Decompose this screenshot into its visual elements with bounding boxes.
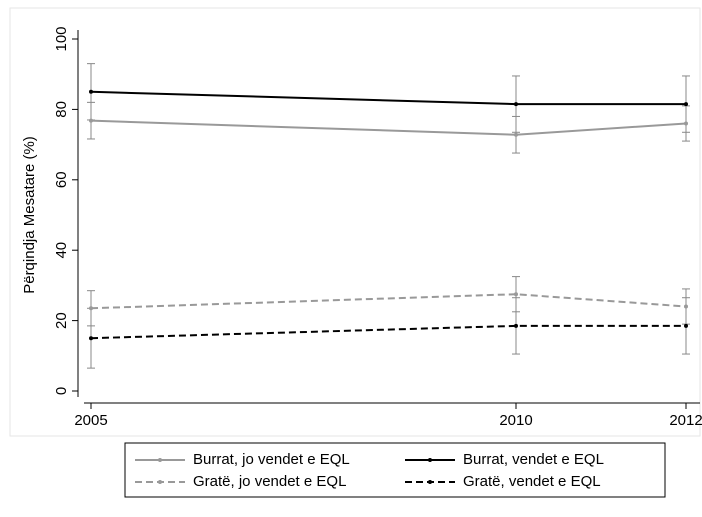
x-tick-label: 2012	[669, 412, 702, 429]
point	[514, 292, 518, 297]
legend	[124, 442, 666, 498]
series-line	[90, 119, 687, 136]
point	[89, 306, 93, 311]
legend-label: Burrat, jo vendet e EQL	[193, 451, 350, 468]
legend-label: Burrat, vendet e EQL	[463, 451, 604, 468]
legend-marker	[428, 458, 432, 462]
point	[89, 89, 93, 94]
point	[514, 102, 518, 107]
y-tick-label: 80	[53, 101, 70, 118]
point	[89, 336, 93, 341]
y-tick-label: 40	[53, 242, 70, 259]
legend-label: Gratë, vendet e EQL	[463, 473, 601, 490]
legend-label: Gratë, jo vendet e EQL	[193, 473, 346, 490]
point	[89, 118, 93, 123]
legend-marker	[428, 480, 432, 484]
series-line	[90, 90, 686, 106]
legend-marker	[158, 480, 162, 484]
y-tick-label: 60	[53, 171, 70, 188]
point	[514, 323, 518, 328]
y-tick-label: 100	[53, 26, 70, 51]
legend-marker	[158, 458, 162, 462]
point	[684, 304, 688, 309]
point	[514, 132, 518, 137]
point	[684, 121, 688, 126]
y-tick-label: 20	[53, 312, 70, 329]
plot-region	[9, 7, 701, 437]
x-tick-label: 2010	[499, 412, 532, 429]
series-line	[90, 324, 686, 340]
point	[684, 102, 688, 107]
y-tick-label: 0	[53, 387, 70, 395]
x-tick-label: 2005	[74, 412, 107, 429]
point	[684, 323, 688, 328]
y-axis-label: Përqindja Mesatare (%)	[21, 136, 38, 294]
series-line	[90, 293, 687, 310]
